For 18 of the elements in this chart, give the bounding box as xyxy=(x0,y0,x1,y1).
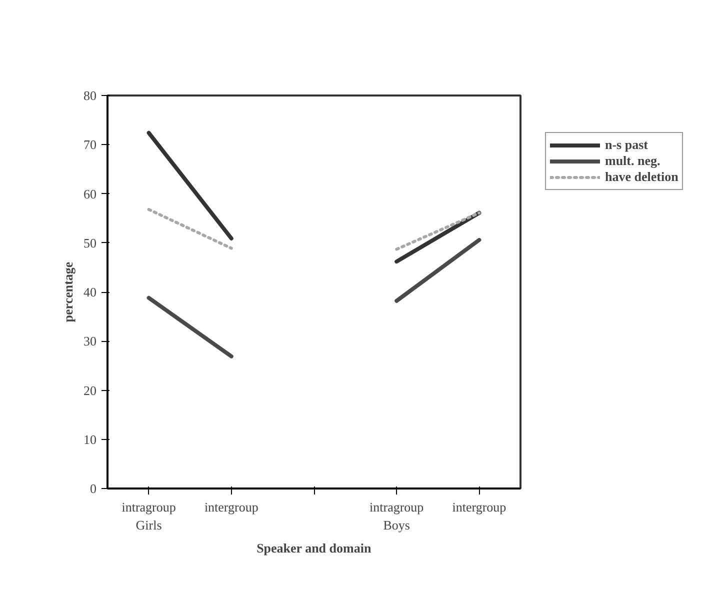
y-tick-label: 20 xyxy=(84,382,96,398)
y-tick-label: 50 xyxy=(84,235,96,250)
x-tick-label: intergroup xyxy=(452,500,506,514)
y-tick-label: 10 xyxy=(84,432,96,447)
x-tick-label: intragroup Boys xyxy=(370,500,424,532)
y-tick-label: 30 xyxy=(84,334,96,349)
y-axis-title: percentage xyxy=(60,262,76,322)
x-tick-label: intragroup Girls xyxy=(122,500,176,532)
legend-label: mult. neg. xyxy=(605,153,660,169)
x-tick-label: intergroup xyxy=(204,500,258,514)
y-tick-label: 80 xyxy=(84,88,96,103)
y-tick-label: 70 xyxy=(84,137,96,152)
y-tick-label: 60 xyxy=(84,186,96,202)
legend-label: n-s past xyxy=(605,137,648,153)
y-tick-label: 40 xyxy=(84,284,96,300)
legend-label: have deletion xyxy=(605,169,678,185)
x-axis-title: Speaker and domain xyxy=(256,540,372,556)
y-tick-label: 0 xyxy=(90,481,96,496)
